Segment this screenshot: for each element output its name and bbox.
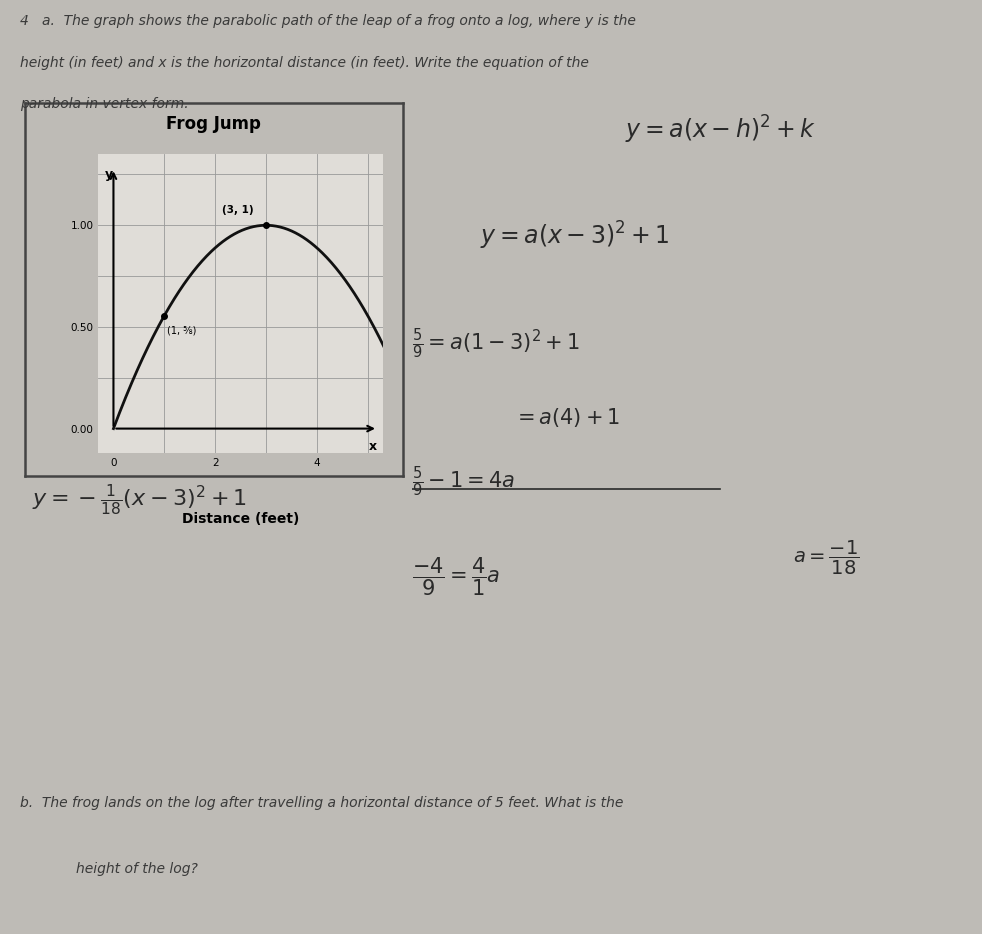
Text: height of the log?: height of the log? [77, 861, 198, 875]
Text: y: y [105, 168, 114, 181]
Text: Distance (feet): Distance (feet) [182, 512, 300, 526]
Text: parabola in vertex form.: parabola in vertex form. [20, 97, 189, 110]
Text: $y = a(x-h)^2 + k$: $y = a(x-h)^2 + k$ [626, 113, 816, 146]
Text: $\dfrac{-4}{9} = \dfrac{4}{1}a$: $\dfrac{-4}{9} = \dfrac{4}{1}a$ [412, 555, 501, 598]
Text: $\frac{5}{9} = a(1-3)^2 + 1$: $\frac{5}{9} = a(1-3)^2 + 1$ [412, 326, 580, 361]
Text: $\frac{5}{9} - 1 = 4a$: $\frac{5}{9} - 1 = 4a$ [412, 465, 516, 500]
Text: x: x [369, 441, 377, 453]
Text: $y = -\frac{1}{18}(x-3)^2+1$: $y = -\frac{1}{18}(x-3)^2+1$ [32, 482, 247, 517]
Text: height (in feet) and x is the horizontal distance (in feet). Write the equation : height (in feet) and x is the horizontal… [20, 55, 588, 69]
Text: $y = a(x-3)^2 + 1$: $y = a(x-3)^2 + 1$ [479, 219, 670, 252]
Text: $a = \dfrac{-1}{18}$: $a = \dfrac{-1}{18}$ [793, 539, 859, 577]
Text: (3, 1): (3, 1) [222, 205, 253, 215]
Text: Frog Jump: Frog Jump [166, 115, 261, 133]
Text: (1, ⅝): (1, ⅝) [167, 326, 196, 336]
Text: $= a(4) + 1$: $= a(4) + 1$ [514, 406, 621, 430]
Text: b.  The frog lands on the log after travelling a horizontal distance of 5 feet. : b. The frog lands on the log after trave… [20, 796, 623, 810]
Text: 4   a.  The graph shows the parabolic path of the leap of a frog onto a log, whe: 4 a. The graph shows the parabolic path … [20, 15, 635, 28]
